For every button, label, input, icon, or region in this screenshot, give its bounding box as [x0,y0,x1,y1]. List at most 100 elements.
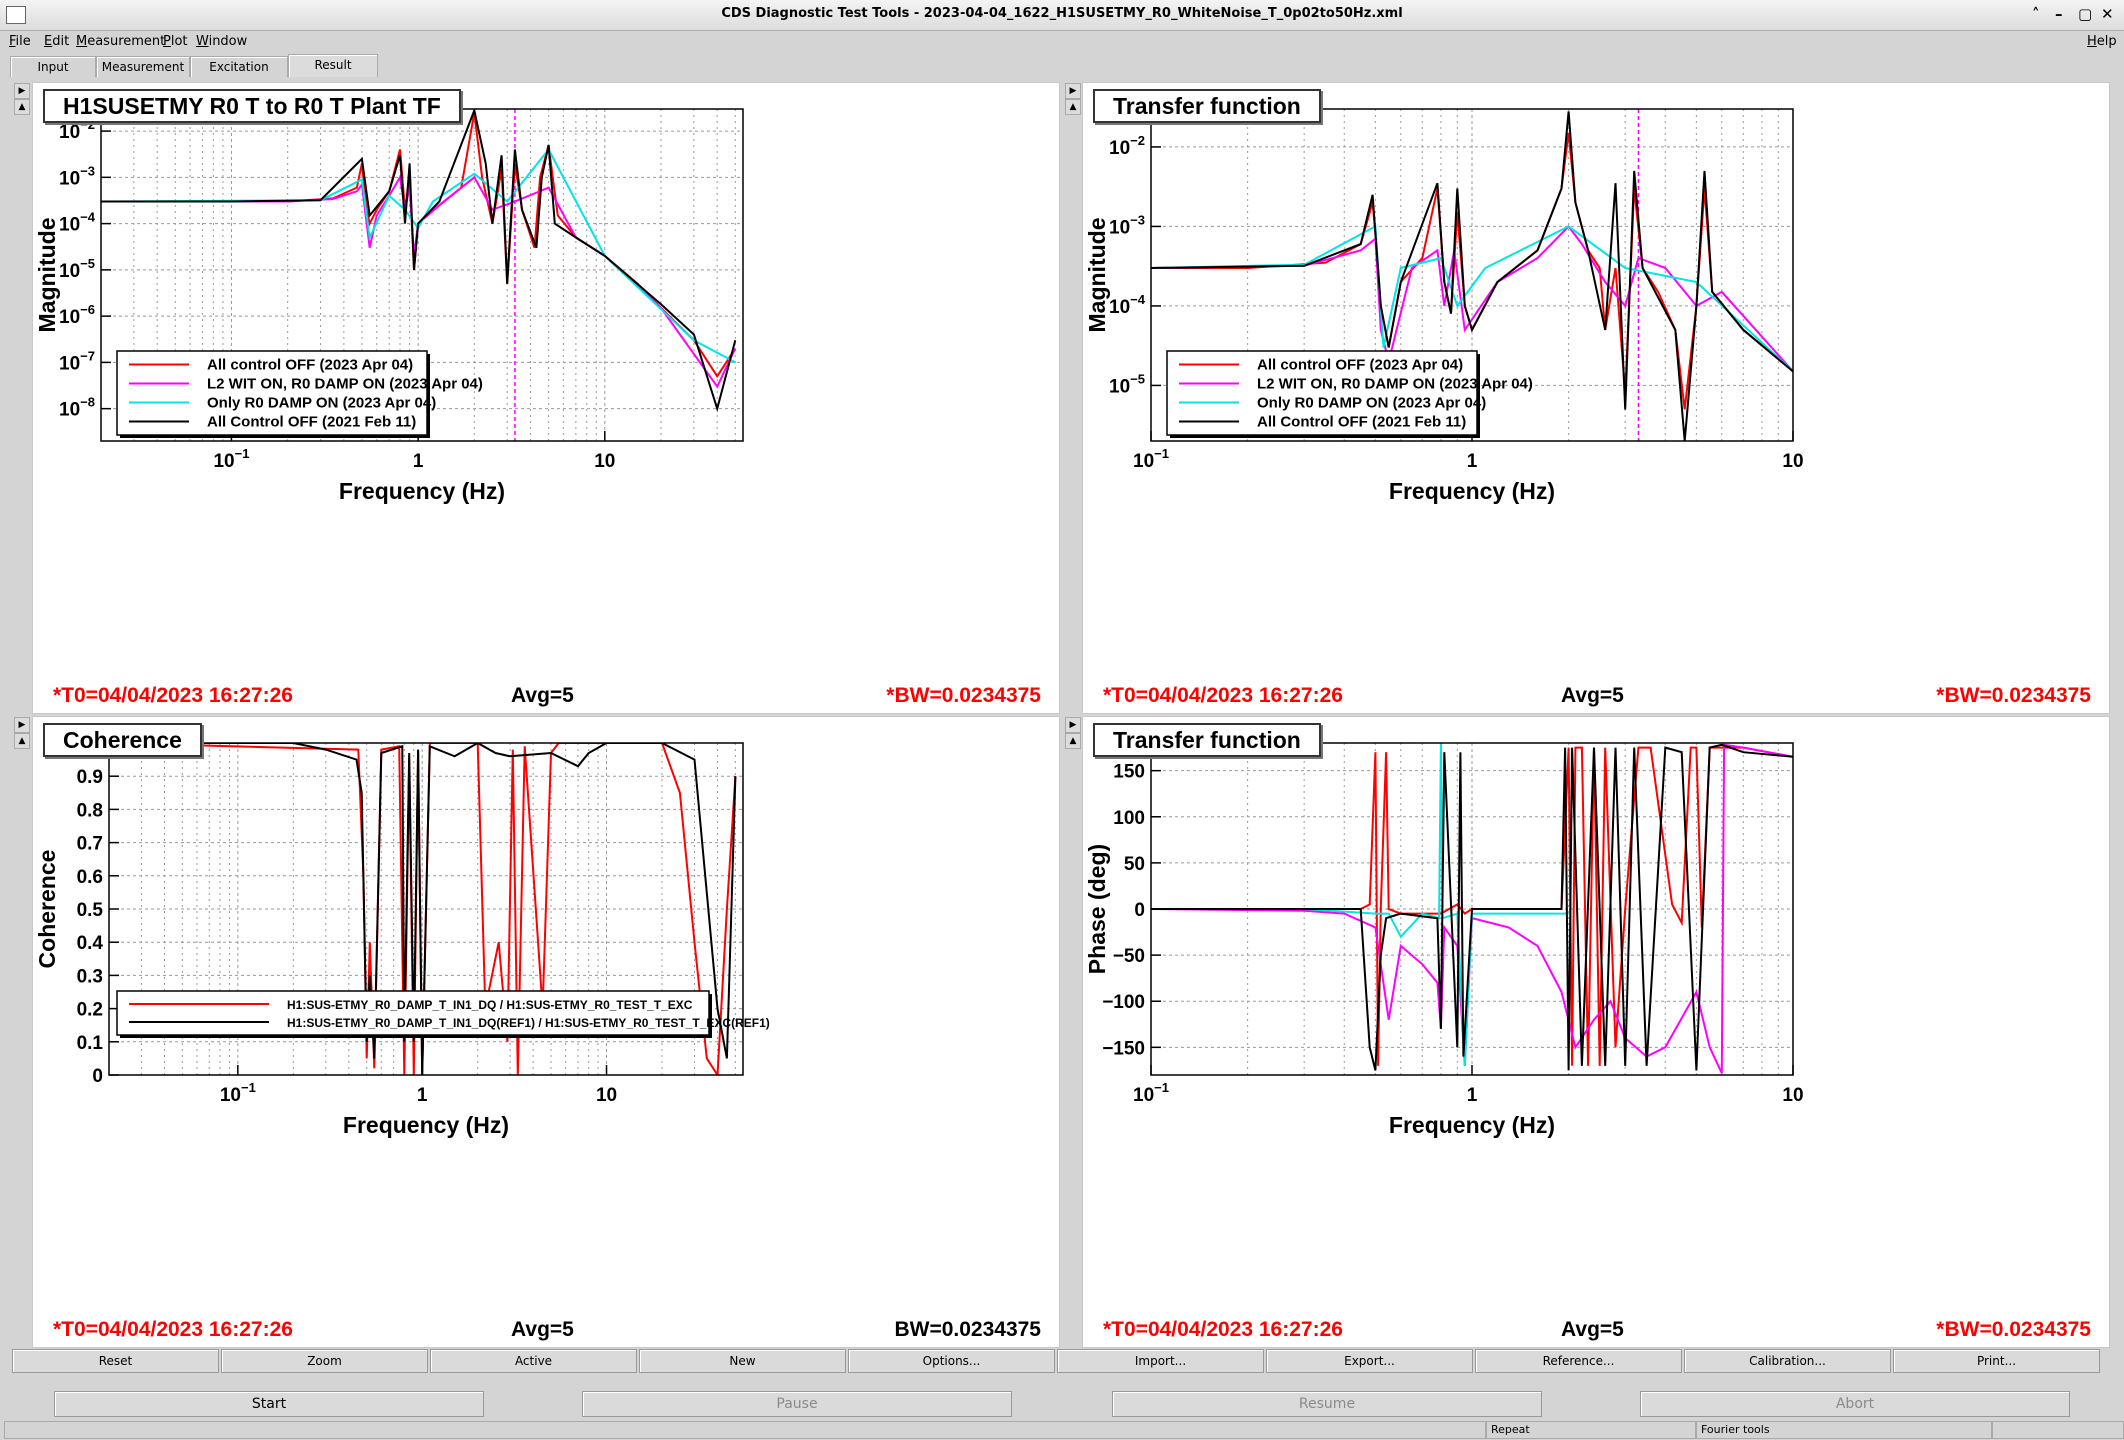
panel-expand-icon[interactable]: ▶ [14,717,30,733]
t0-readout: *T0=04/04/2023 16:27:26 [1103,684,1343,707]
x-axis-label: Frequency (Hz) [343,1112,509,1138]
y-tick-label: 100 [1113,808,1145,829]
x-axis-label: Frequency (Hz) [1389,478,1555,504]
zoom-button[interactable]: Zoom [221,1349,428,1373]
y-tick-label: 0.8 [77,800,103,821]
status-field-extra [1992,1421,2124,1439]
tab-excitation[interactable]: Excitation [190,56,288,77]
tab-measurement[interactable]: Measurement [96,56,190,77]
x-tick-label: 10−1 [1133,1080,1169,1106]
reference-button[interactable]: Reference... [1475,1349,1682,1373]
y-tick-label: 10−5 [59,256,95,282]
tab-result[interactable]: Result [288,54,378,77]
series-line-2 [1151,743,1569,1066]
series-line-1 [109,743,737,1075]
y-tick-label: 50 [1124,854,1145,875]
x-tick-label: 1 [417,1085,428,1106]
panel-expand-icon[interactable]: ▶ [1065,83,1081,99]
panel-title: Coherence [43,723,202,757]
menu-file[interactable]: File [9,34,31,49]
phase-plot[interactable]: −150 −100 −50 0 50 100 150 10−1 1 10 Frequency (Hz… [1083,717,2109,1347]
legend-label: H1:SUS-ETMY_R0_DAMP_T_IN1_DQ / H1:SUS-ET… [287,998,693,1012]
menu-help[interactable]: Help [2087,34,2117,49]
series-line-3 [1151,743,1793,1071]
y-tick-label: 0.1 [77,1033,104,1054]
x-tick-label: 10−1 [1133,446,1169,472]
abort-button[interactable]: Abort [1640,1391,2070,1417]
menu-measurement[interactable]: Measurement [76,34,166,49]
avg-readout: Avg=5 [1561,1318,1624,1341]
status-field-repeat: Repeat [1486,1421,1696,1439]
legend-box [116,990,710,1036]
y-tick-label: 10−3 [59,163,95,189]
y-tick-label: −100 [1102,992,1145,1013]
x-tick-label: 1 [1467,451,1478,472]
reset-button[interactable]: Reset [12,1349,219,1373]
app-icon [6,6,26,24]
panel-title: Transfer function [1093,723,1321,757]
y-tick-label: 0 [1134,900,1145,921]
y-axis-label: Coherence [34,850,60,969]
panel-title: Transfer function [1093,89,1321,123]
close-icon[interactable]: ✕ [2101,5,2114,23]
series-line-1 [1151,743,1793,1074]
active-button[interactable]: Active [430,1349,637,1373]
panel-collapse-icon[interactable]: ▲ [1065,99,1081,115]
panel-collapse-icon[interactable]: ▲ [1065,733,1081,749]
y-tick-label: 0.5 [77,900,104,921]
bw-readout: *BW=0.0234375 [1936,684,2091,707]
resume-button[interactable]: Resume [1112,1391,1542,1417]
y-tick-label: 10−7 [59,348,95,374]
minimize-icon[interactable]: ˄ [2032,5,2040,23]
y-tick-label: 10−3 [1109,212,1145,238]
legend-label: All control OFF (2023 Apr 04) [1257,357,1463,374]
y-tick-label: 10−4 [59,210,96,236]
panel-expand-icon[interactable]: ▶ [1065,717,1081,733]
magnitude-plot[interactable]: 10−810−710−610−510−410−310−210−1 1 10Frequ… [33,83,1059,713]
x-tick-label: 1 [1467,1085,1478,1106]
legend-label: Only R0 DAMP ON (2023 Apr 04) [1257,395,1486,412]
avg-readout: Avg=5 [1561,684,1624,707]
calibration-button[interactable]: Calibration... [1684,1349,1891,1373]
panel-collapse-icon[interactable]: ▲ [14,99,30,115]
plot-panel-magnitude: 10−8 10−7 10−6 10−5 10−4 10−3 10−2 10−1 1 10 Frequ… [32,82,1060,714]
options-button[interactable]: Options... [848,1349,1055,1373]
y-tick-label: 10−5 [1109,371,1145,397]
panel-expand-icon[interactable]: ▶ [14,83,30,99]
series-line-1 [1151,224,1793,373]
plot-panel-coherence: 00.10.20.30.40.50.60.70.80.9110−1110Freq… [32,716,1060,1348]
print-button[interactable]: Print... [1893,1349,2100,1373]
y-tick-label: 0.2 [77,1000,103,1021]
export-button[interactable]: Export... [1266,1349,1473,1373]
series-line-0 [1151,746,1793,1066]
maximize-icon[interactable]: ▢ [2078,5,2093,23]
plot-panel-phase: −150 −100 −50 0 50 100 150 10−1 1 10 Frequency (Hz… [1082,716,2110,1348]
import-button[interactable]: Import... [1057,1349,1264,1373]
t0-readout: *T0=04/04/2023 16:27:26 [53,1318,293,1341]
transfer-magnitude-plot[interactable]: 10−5 10−4 10−3 10−2 10−1 1 10 Frequency (Hz) Mag… [1083,83,2109,713]
x-tick-label: 10−1 [220,1080,256,1106]
y-tick-label: 10−2 [1109,133,1145,159]
menu-plot[interactable]: Plot [163,34,188,49]
tab-input[interactable]: Input [10,56,96,77]
y-tick-label: −150 [1102,1038,1145,1059]
coherence-plot[interactable]: 00.10.20.30.40.50.60.70.80.9110−1110Freq… [33,717,1059,1347]
panel-collapse-icon[interactable]: ▲ [14,733,30,749]
x-tick-label: 10 [594,451,615,472]
minimize-window-icon[interactable]: – [2055,5,2063,23]
panel-title: H1SUSETMY R0 T to R0 T Plant TF [43,89,461,123]
plot-toolbar: Reset Zoom Active New Options... Import.… [12,1349,2112,1373]
x-axis-label: Frequency (Hz) [339,478,505,504]
x-tick-label: 10 [1782,1085,1803,1106]
menu-edit[interactable]: Edit [44,34,70,49]
new-button[interactable]: New [639,1349,846,1373]
status-bar: Repeat Fourier tools [0,1419,2124,1440]
pause-button[interactable]: Pause [582,1391,1012,1417]
menu-window[interactable]: Window [196,34,248,49]
start-button[interactable]: Start [54,1391,484,1417]
series-line-3 [101,109,737,413]
y-axis-label: Phase (deg) [1084,844,1110,974]
legend-label: All control OFF (2023 Apr 04) [207,357,413,374]
y-tick-label: 0.9 [77,767,103,788]
legend-label: All Control OFF (2021 Feb 11) [1257,414,1466,431]
